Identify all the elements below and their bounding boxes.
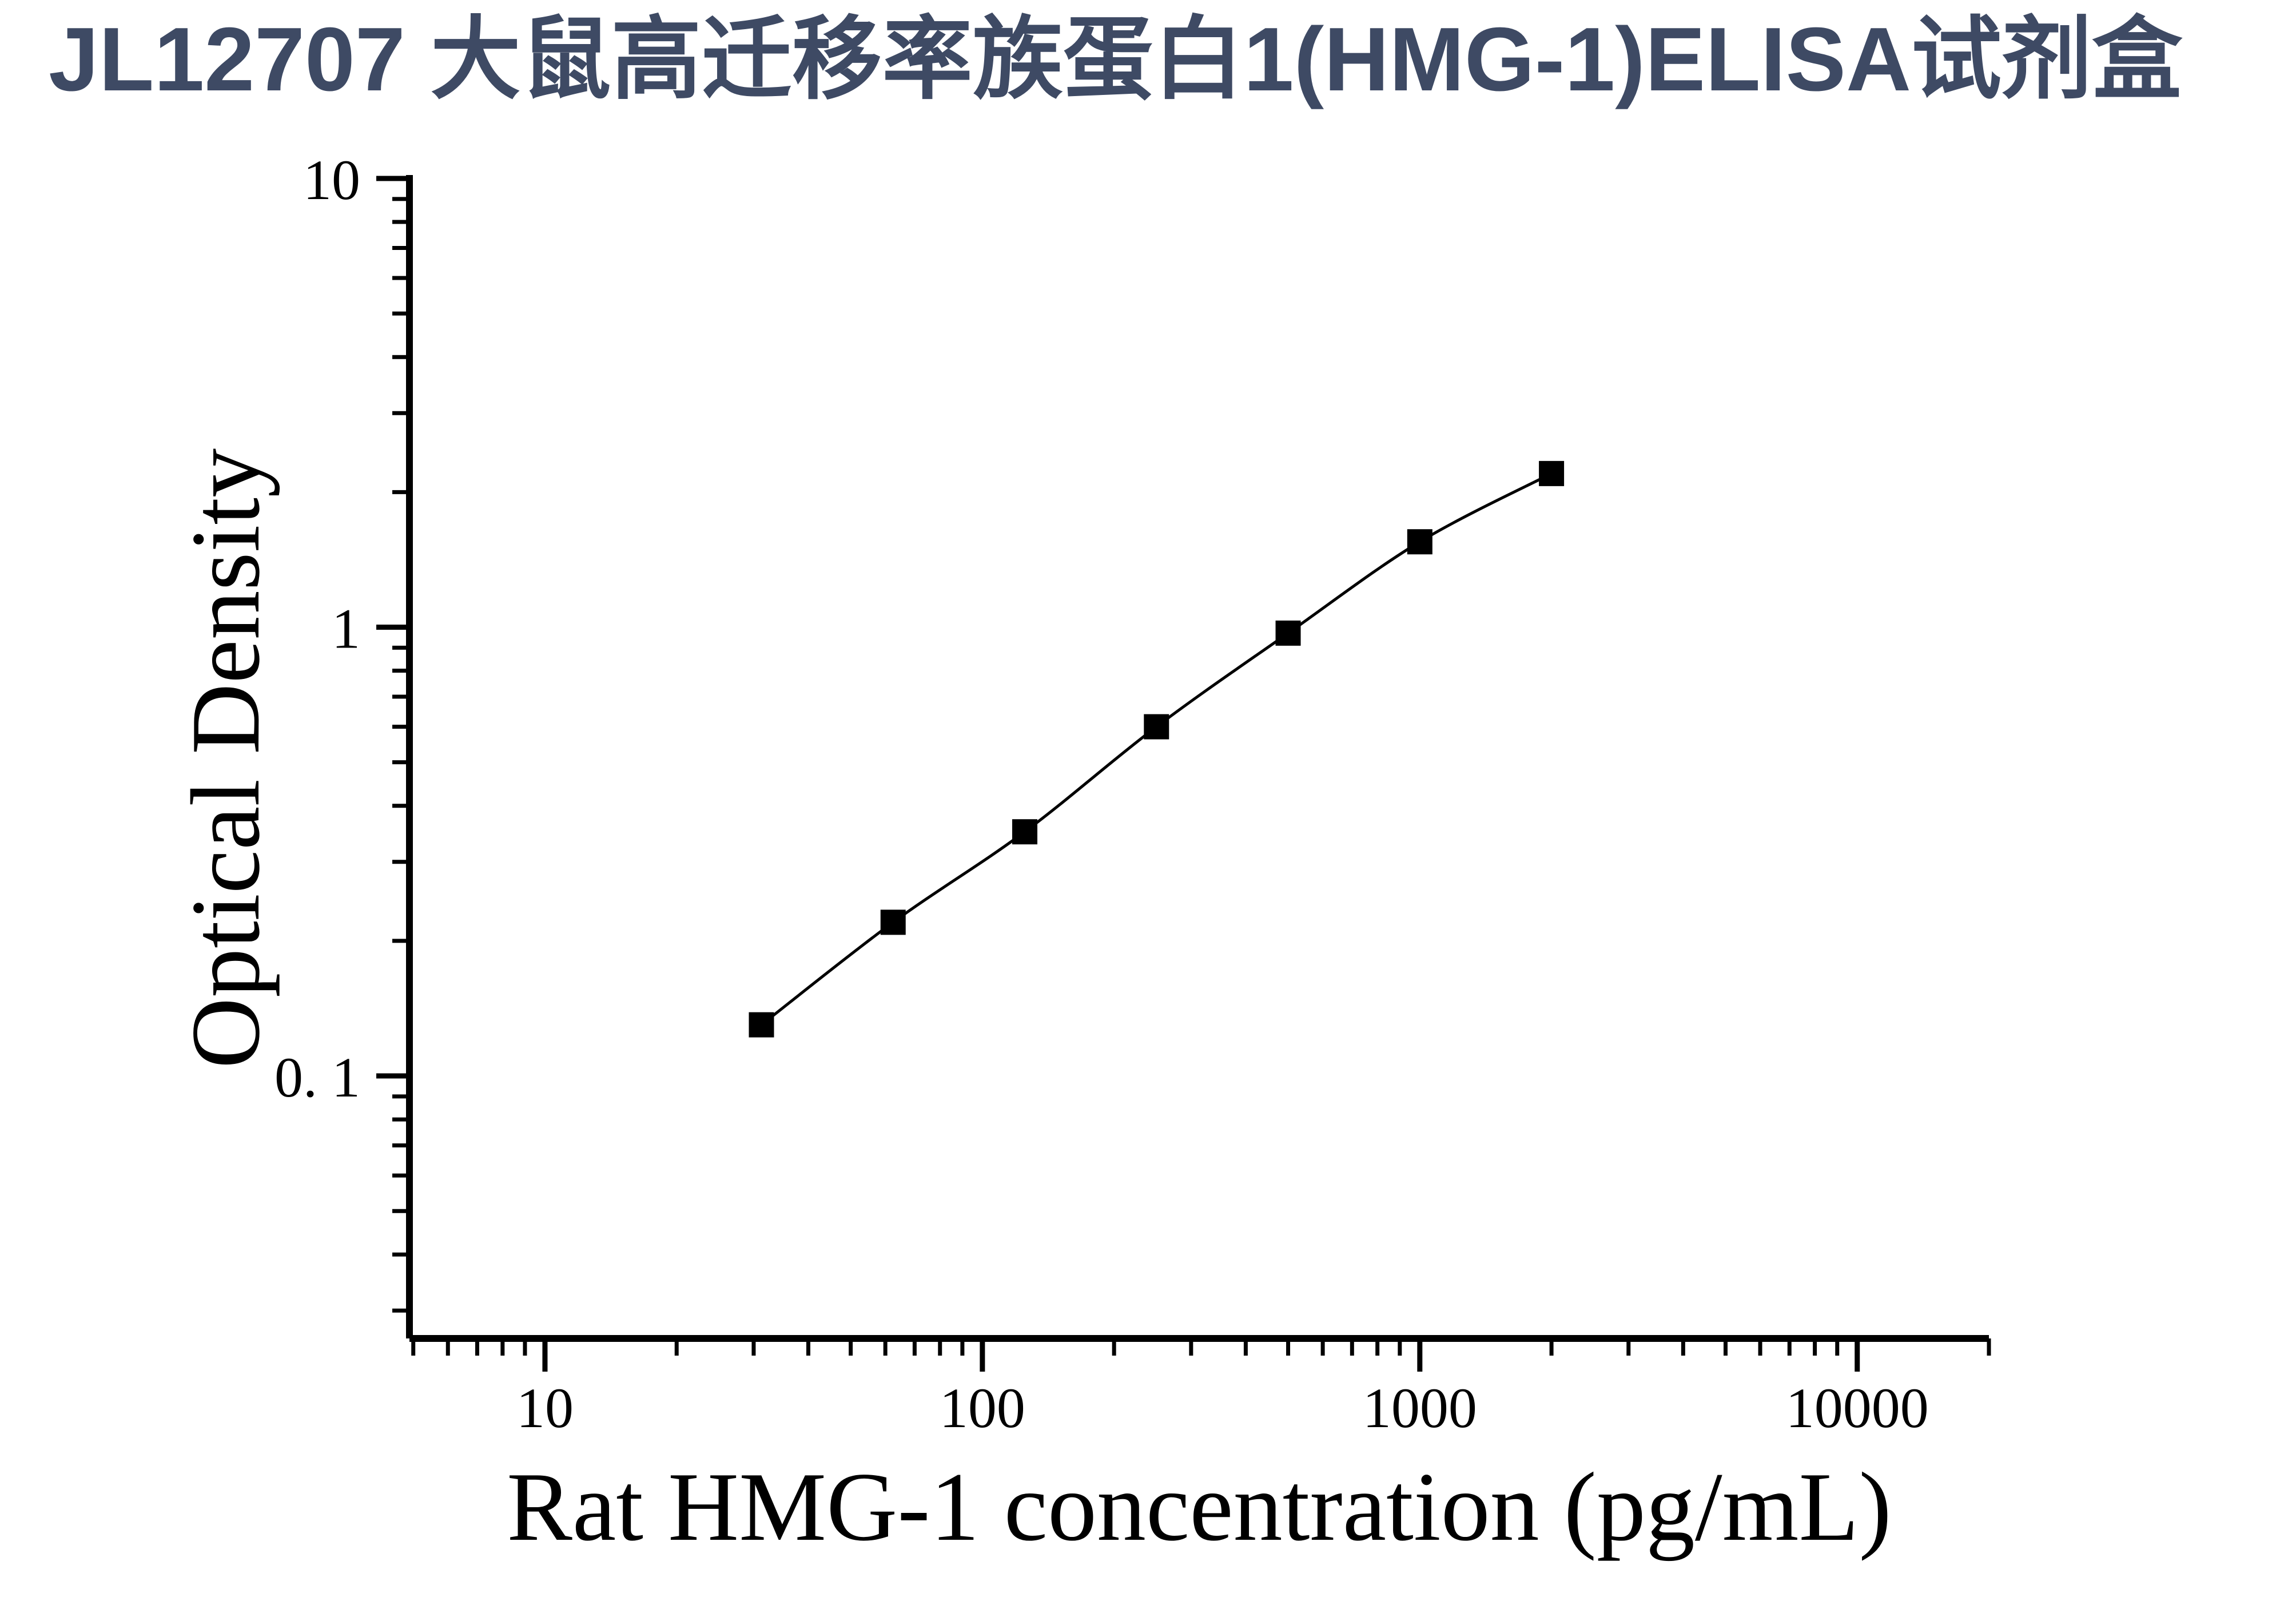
- data-point-marker: [749, 1012, 774, 1038]
- y-tick-label: 1: [332, 597, 360, 661]
- y-axis-label: Optical Density: [172, 448, 280, 1068]
- x-tick-label: 1000: [1363, 1376, 1477, 1440]
- data-point-marker: [1539, 460, 1565, 486]
- data-point-marker: [1407, 529, 1432, 555]
- y-tick-label: 10: [303, 148, 360, 212]
- data-series: [749, 460, 1565, 1038]
- x-axis-label: Rat HMG-1 concentration (pg/mL): [507, 1453, 1892, 1562]
- x-tick-label: 10: [516, 1376, 574, 1440]
- data-point-marker: [1275, 620, 1301, 646]
- x-tick-label: 100: [940, 1376, 1025, 1440]
- axes: 10 100 1000 10000 10 1 0. 1: [274, 148, 1991, 1440]
- data-point-marker: [1012, 819, 1038, 845]
- x-tick-label: 10000: [1786, 1376, 1929, 1440]
- data-point-marker: [880, 909, 906, 935]
- data-point-marker: [1144, 714, 1169, 740]
- page-title: JL12707 大鼠高迁移率族蛋白1(HMG-1)ELISA试剂盒: [49, 9, 2183, 110]
- y-tick-label: 0. 1: [274, 1046, 360, 1109]
- curve-line: [760, 472, 1553, 1026]
